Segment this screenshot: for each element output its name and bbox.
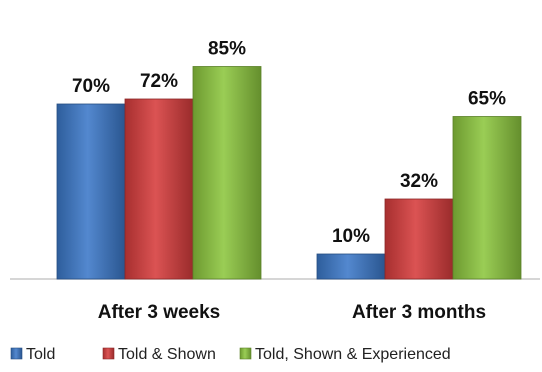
category-label: After 3 months	[352, 302, 486, 323]
legend: Told Told & Shown Told, Shown & Experience…	[11, 346, 451, 363]
legend-swatch	[240, 348, 251, 359]
bar-told-shown-0	[125, 99, 193, 279]
bar-told-shown-1	[385, 199, 453, 279]
value-label: 65%	[468, 89, 506, 110]
category-labels-layer: After 3 weeks After 3 months	[98, 302, 486, 323]
value-label: 32%	[400, 171, 438, 192]
bar-told-0	[57, 104, 125, 279]
category-label: After 3 weeks	[98, 302, 221, 323]
value-label: 10%	[332, 226, 370, 247]
legend-swatch	[103, 348, 114, 359]
legend-swatch	[11, 348, 22, 359]
bars-layer	[57, 67, 521, 280]
bar-told-shown-experienced-0	[193, 67, 261, 280]
legend-label: Told & Shown	[118, 346, 216, 363]
value-label: 72%	[140, 71, 178, 92]
legend-label: Told	[26, 346, 55, 363]
bar-told-shown-experienced-1	[453, 117, 521, 280]
value-label: 85%	[208, 39, 246, 60]
legend-label: Told, Shown & Experienced	[255, 346, 451, 363]
bar-told-1	[317, 254, 385, 279]
value-label: 70%	[72, 76, 110, 97]
